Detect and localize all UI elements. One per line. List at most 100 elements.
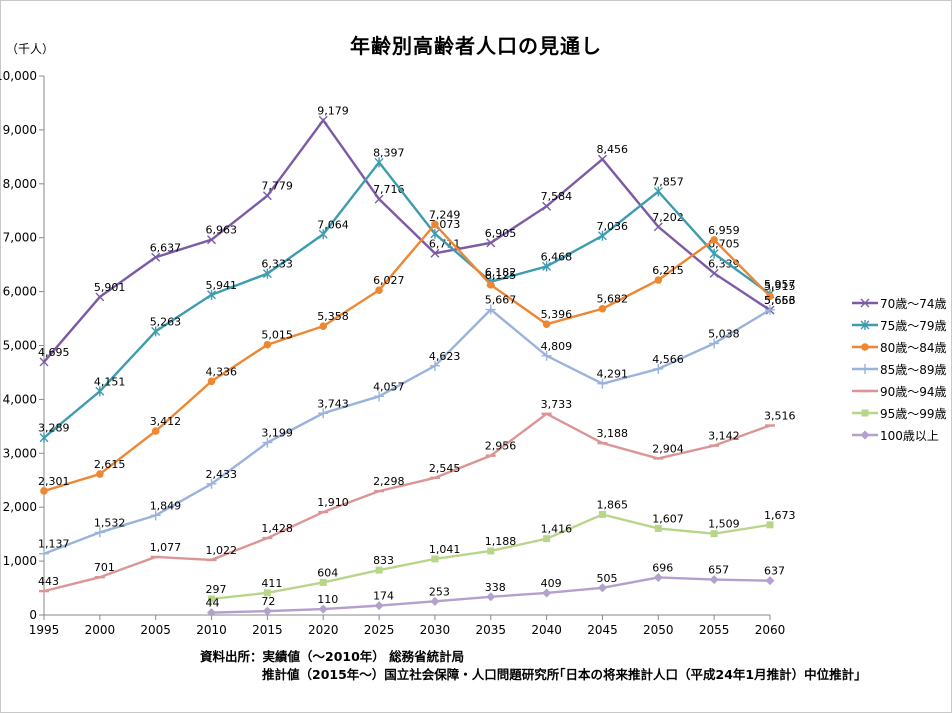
y-tick-label: 5,000	[3, 339, 37, 353]
data-label: 4,623	[429, 350, 461, 363]
data-label: 2,301	[38, 475, 70, 488]
data-point	[430, 248, 440, 258]
data-point	[95, 292, 105, 302]
y-tick-label: 7,000	[3, 231, 37, 245]
data-point	[262, 191, 272, 201]
y-tick-label: 9,000	[3, 123, 37, 137]
data-label: 5,396	[541, 308, 573, 321]
legend-swatch	[852, 389, 878, 393]
data-point	[430, 228, 440, 239]
y-tick-label: 2,000	[3, 500, 37, 514]
legend-label: 95歳～99歳	[880, 406, 947, 421]
data-point	[150, 510, 161, 521]
legend-swatch	[852, 343, 878, 351]
x-tick-label: 2025	[364, 623, 395, 637]
data-point	[598, 304, 607, 313]
data-label: 696	[652, 561, 673, 574]
data-label: 4,809	[541, 340, 573, 353]
legend-label: 85歳～89歳	[880, 362, 947, 377]
x-tick-label: 2055	[699, 623, 730, 637]
data-label: 1,865	[596, 498, 628, 511]
data-point	[95, 386, 105, 397]
legend-marker	[860, 320, 870, 330]
data-label: 9,179	[317, 104, 349, 117]
data-point	[262, 437, 273, 448]
legend-label: 70歳～74歳	[880, 296, 947, 311]
data-label: 6,711	[429, 237, 461, 250]
data-label: 1,509	[708, 518, 740, 531]
data-label: 7,779	[261, 180, 293, 193]
y-tick-label: 3,000	[3, 446, 37, 460]
data-point	[710, 530, 718, 538]
legend-marker	[861, 343, 869, 351]
series-2: 3,2894,1515,2635,9416,3337,0648,3977,073…	[38, 146, 796, 443]
data-label: 1,428	[261, 522, 293, 535]
data-label: 5,901	[94, 281, 126, 294]
legend-swatch	[852, 298, 878, 308]
x-tick-label: 2020	[308, 623, 339, 637]
data-label: 6,215	[652, 264, 684, 277]
data-point	[709, 248, 719, 259]
data-label: 6,182	[485, 266, 517, 279]
legend-marker	[860, 298, 870, 308]
legend-swatch	[852, 430, 878, 440]
data-point	[207, 289, 217, 300]
data-point	[653, 363, 664, 374]
data-point	[430, 596, 440, 606]
data-point	[654, 276, 663, 284]
series-6: 297 411 604 833 1,041 1,188 1,416 1,865 1,607 1,5…	[206, 498, 796, 603]
data-label: 3,188	[596, 427, 628, 440]
legend-item: 95歳～99歳	[852, 402, 947, 424]
data-label: 5,941	[206, 279, 238, 292]
data-point	[151, 427, 160, 435]
data-point	[542, 320, 551, 328]
y-axis-unit-label: （千人）	[6, 42, 55, 56]
data-point	[597, 583, 607, 593]
data-label: 7,249	[429, 208, 461, 221]
legend-label: 75歳～79歳	[880, 318, 947, 333]
data-label: 5,915	[764, 280, 796, 293]
data-label: 6,905	[485, 227, 517, 240]
data-label: 701	[94, 561, 115, 574]
y-tick-label: 10,000	[0, 69, 37, 83]
legend-item: 75歳～79歳	[852, 314, 947, 336]
data-label: 2,433	[206, 468, 238, 481]
x-tick-label: 2000	[85, 623, 116, 637]
x-tick-label: 1995	[29, 623, 60, 637]
data-label: 5,015	[261, 329, 293, 342]
x-tick-label: 2050	[643, 623, 674, 637]
legend-item: 70歳～74歳	[852, 292, 947, 314]
data-label: 338	[485, 581, 506, 594]
legend-item: 85歳～89歳	[852, 358, 947, 380]
data-point	[318, 115, 328, 125]
data-point	[541, 350, 552, 361]
x-tick-label: 2035	[475, 623, 506, 637]
data-point	[429, 360, 440, 371]
data-label: 3,516	[764, 409, 796, 422]
x-tick-label: 2040	[531, 623, 562, 637]
data-label: 833	[373, 554, 394, 567]
data-label: 7,857	[652, 176, 684, 189]
data-label: 4,151	[94, 375, 126, 388]
data-point	[597, 230, 607, 241]
data-label: 5,663	[764, 294, 796, 307]
data-label: 3,412	[150, 415, 182, 428]
data-label: 3,733	[541, 398, 573, 411]
data-label: 505	[596, 572, 617, 585]
source-note-actual: 資料出所：実績値（～2010年） 総務省統計局	[200, 649, 465, 664]
data-point	[431, 555, 439, 563]
data-point	[319, 578, 327, 586]
data-label: 1,849	[150, 499, 182, 512]
data-point	[542, 261, 552, 272]
data-label: 637	[764, 565, 785, 578]
data-label: 3,199	[261, 427, 293, 440]
series-line	[43, 307, 771, 555]
data-label: 44	[206, 597, 220, 610]
data-label: 8,456	[596, 143, 628, 156]
data-point	[431, 220, 439, 229]
data-point	[374, 157, 384, 168]
data-point	[765, 576, 775, 586]
legend-swatch	[852, 364, 878, 374]
data-label: 3,289	[38, 422, 70, 435]
data-label: 4,695	[38, 346, 70, 359]
